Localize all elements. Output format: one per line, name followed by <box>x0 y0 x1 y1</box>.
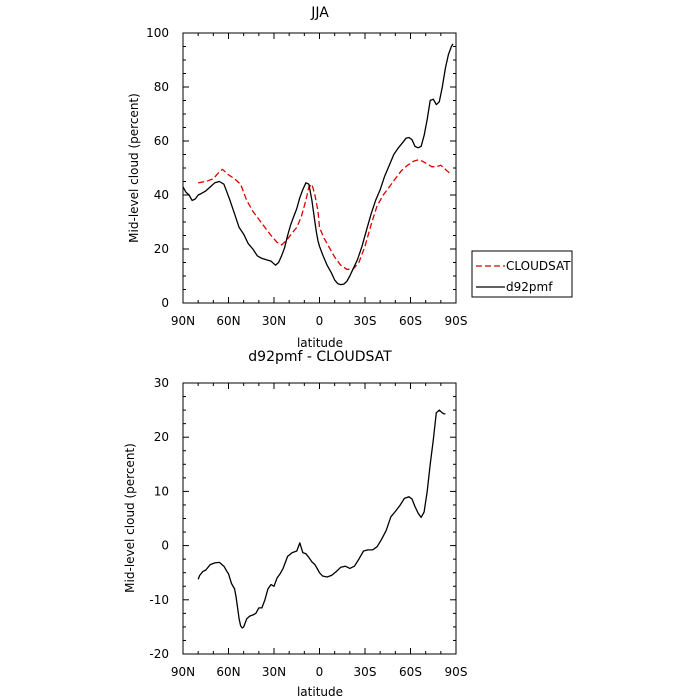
top-x-tick-label: 90N <box>171 314 195 328</box>
legend-label-d92pmf: d92pmf <box>506 280 553 294</box>
top-x-tick-label: 0 <box>316 314 324 328</box>
top-y-tick-label: 80 <box>154 80 169 94</box>
bottom-x-tick-label: 60S <box>399 665 422 679</box>
bottom-x-tick-label: 30S <box>354 665 377 679</box>
top-y-tick-label: 0 <box>161 296 169 310</box>
bottom-y-tick-label: 20 <box>154 430 169 444</box>
top-x-axis-label: latitude <box>297 336 343 350</box>
top-series-line-cloudsat <box>198 159 451 270</box>
bottom-x-tick-label: 0 <box>316 665 324 679</box>
top-y-tick-label: 40 <box>154 188 169 202</box>
bottom-x-tick-label: 90N <box>171 665 195 679</box>
top-panel: JJA 90N 60N 30N 0 30S 60S 90S 0 20 40 60 80 100 lati… <box>127 5 467 350</box>
legend: CLOUDSAT d92pmf <box>471 250 573 298</box>
top-y-tick-label: 100 <box>146 26 169 40</box>
top-series-line-d92pmf <box>182 43 454 286</box>
legend-box <box>471 250 573 298</box>
bottom-plot-frame <box>182 382 457 655</box>
top-plot-area: 90N 60N 30N 0 30S 60S 90S 0 20 40 60 80 100 <box>146 26 467 328</box>
bottom-y-axis-label: Mid-level cloud (percent) <box>123 443 137 593</box>
top-chart-title: JJA <box>310 5 329 21</box>
bottom-y-tick-label: -10 <box>149 593 169 607</box>
top-x-tick-label: 60N <box>216 314 240 328</box>
bottom-y-tick-label: 0 <box>161 539 169 553</box>
top-plot-frame <box>182 32 457 304</box>
top-y-tick-label: 20 <box>154 242 169 256</box>
bottom-y-tick-label: 30 <box>154 376 169 390</box>
top-x-tick-label: 90S <box>445 314 468 328</box>
bottom-chart-title: d92pmf - CLOUDSAT <box>248 349 392 365</box>
top-y-tick-label: 60 <box>154 134 169 148</box>
bottom-panel: d92pmf - CLOUDSAT 90N 60N 30N 0 30S 60S 90S -20… <box>123 349 467 699</box>
bottom-x-axis-label: latitude <box>297 685 343 699</box>
bottom-x-tick-label: 90S <box>445 665 468 679</box>
top-y-axis-label: Mid-level cloud (percent) <box>127 93 141 243</box>
top-x-tick-label: 30S <box>354 314 377 328</box>
bottom-series-line-difference <box>197 409 446 629</box>
bottom-plot-area: 90N 60N 30N 0 30S 60S 90S -20 -10 0 10 20 30 <box>149 376 467 679</box>
bottom-y-tick-label: 10 <box>154 484 169 498</box>
top-x-tick-label: 30N <box>262 314 286 328</box>
bottom-y-tick-label: -20 <box>149 647 169 661</box>
bottom-x-tick-label: 60N <box>216 665 240 679</box>
top-x-tick-label: 60S <box>399 314 422 328</box>
bottom-x-tick-label: 30N <box>262 665 286 679</box>
legend-label-cloudsat: CLOUDSAT <box>506 259 571 273</box>
